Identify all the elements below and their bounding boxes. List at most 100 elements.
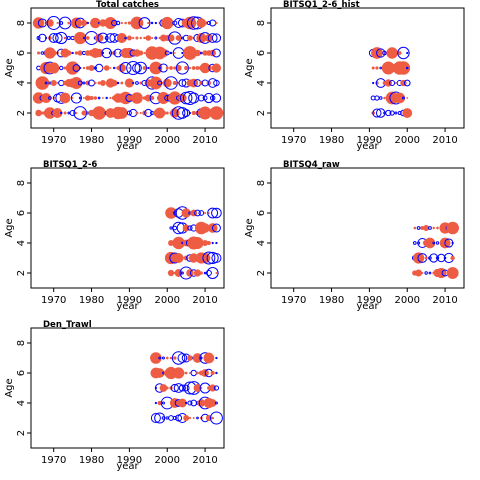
y-tick-label: 2	[16, 270, 27, 276]
bubble-positive	[131, 36, 135, 40]
bubble-negative	[124, 36, 127, 40]
bubble-positive	[450, 255, 455, 261]
bubble-negative	[198, 210, 205, 216]
bubble-negative	[203, 271, 207, 275]
bubble-negative	[405, 66, 409, 70]
bubble-positive	[424, 237, 436, 249]
y-axis-title: Age	[4, 218, 15, 237]
bubble-positive	[66, 50, 72, 56]
y-tick-label: 4	[256, 80, 267, 86]
plot-frame	[30, 7, 225, 129]
bubble-negative	[214, 401, 218, 405]
plot-frame	[270, 7, 465, 129]
bubble-negative	[67, 111, 71, 115]
plot-frame	[30, 327, 225, 449]
y-tick-label: 2	[256, 110, 267, 116]
bubble-positive	[175, 35, 182, 41]
x-tick-label: 1970	[41, 135, 66, 146]
bubble-negative	[36, 65, 41, 71]
bubble-positive	[393, 50, 398, 56]
bubble-group	[150, 351, 223, 425]
bubble-positive	[186, 269, 194, 277]
bubble-positive	[124, 21, 127, 25]
bubble-positive	[109, 96, 112, 100]
bubble-positive	[394, 82, 397, 84]
y-tick-label: 2	[16, 110, 27, 116]
bubble-negative	[66, 36, 71, 40]
bubble-negative	[172, 225, 178, 231]
bubble-positive	[50, 50, 57, 56]
x-tick-label: 1980	[79, 455, 104, 466]
bubble-positive	[413, 252, 425, 264]
bubble-positive	[446, 267, 459, 279]
bubble-negative	[211, 241, 214, 245]
bubble-positive	[184, 371, 188, 375]
x-tick-label: 1970	[281, 135, 306, 146]
bubble-negative	[60, 111, 63, 115]
bubble-positive	[120, 21, 123, 25]
y-tick-label: 8	[16, 180, 27, 186]
bubble-positive	[209, 384, 217, 392]
bubble-positive	[394, 92, 406, 104]
bubble-positive	[56, 82, 59, 84]
bubble-negative	[169, 51, 173, 55]
bubble-positive	[165, 66, 169, 70]
bubble-positive	[180, 256, 184, 260]
bubble-positive	[147, 21, 150, 25]
bubble-negative	[182, 90, 197, 106]
bubble-negative	[138, 17, 151, 29]
bubble-positive	[143, 51, 146, 55]
y-tick-label: 8	[16, 340, 27, 346]
bubble-negative	[126, 110, 132, 116]
y-axis-title: Age	[4, 58, 15, 77]
bubble-negative	[209, 411, 223, 425]
bubble-positive	[59, 92, 71, 104]
bubble-positive	[413, 226, 417, 230]
y-tick-label: 6	[256, 50, 267, 56]
bubble-negative	[211, 207, 222, 219]
bubble-negative	[134, 61, 148, 75]
bubble-positive	[142, 66, 147, 70]
bubble-negative	[154, 21, 158, 25]
bubble-positive	[149, 76, 163, 90]
bubble-positive	[210, 370, 215, 376]
bubble-positive	[40, 111, 44, 115]
bubble-negative	[372, 108, 382, 118]
bubble-negative	[144, 108, 153, 118]
bubble-negative	[150, 412, 161, 424]
bubble-positive	[165, 111, 169, 115]
y-tick-label: 8	[256, 180, 267, 186]
bubble-positive	[117, 63, 126, 73]
bubble-positive	[203, 21, 208, 25]
bubble-group	[368, 46, 413, 118]
bubble-positive	[70, 76, 83, 90]
bubble-negative	[105, 96, 108, 100]
bubble-negative	[182, 108, 191, 118]
bubble-positive	[103, 65, 110, 71]
bubble-positive	[82, 66, 86, 70]
bubble-positive	[135, 111, 139, 115]
bubble-positive	[165, 386, 169, 390]
bubble-positive	[199, 271, 203, 275]
bubble-negative	[207, 33, 218, 43]
x-tick-label: 1980	[319, 295, 344, 306]
bubble-negative	[172, 415, 177, 421]
bubble-negative	[188, 111, 192, 115]
bubble-negative	[435, 241, 440, 245]
x-axis-title: year	[356, 141, 379, 152]
bubble-positive	[139, 36, 142, 40]
bubble-positive	[126, 35, 132, 41]
bubble-positive	[191, 66, 196, 70]
x-tick-label: 1990	[117, 455, 142, 466]
x-tick-label: 1980	[79, 135, 104, 146]
bubble-positive	[139, 97, 142, 99]
y-tick-label: 6	[16, 50, 27, 56]
panel-title: BITSQ1_2-6_hist	[283, 0, 360, 10]
bubble-positive	[402, 108, 413, 118]
bubble-positive	[183, 16, 197, 30]
bubble-positive	[93, 96, 98, 100]
bubble-positive	[150, 352, 162, 364]
bubble-positive	[85, 36, 90, 40]
bubble-positive	[94, 33, 104, 43]
